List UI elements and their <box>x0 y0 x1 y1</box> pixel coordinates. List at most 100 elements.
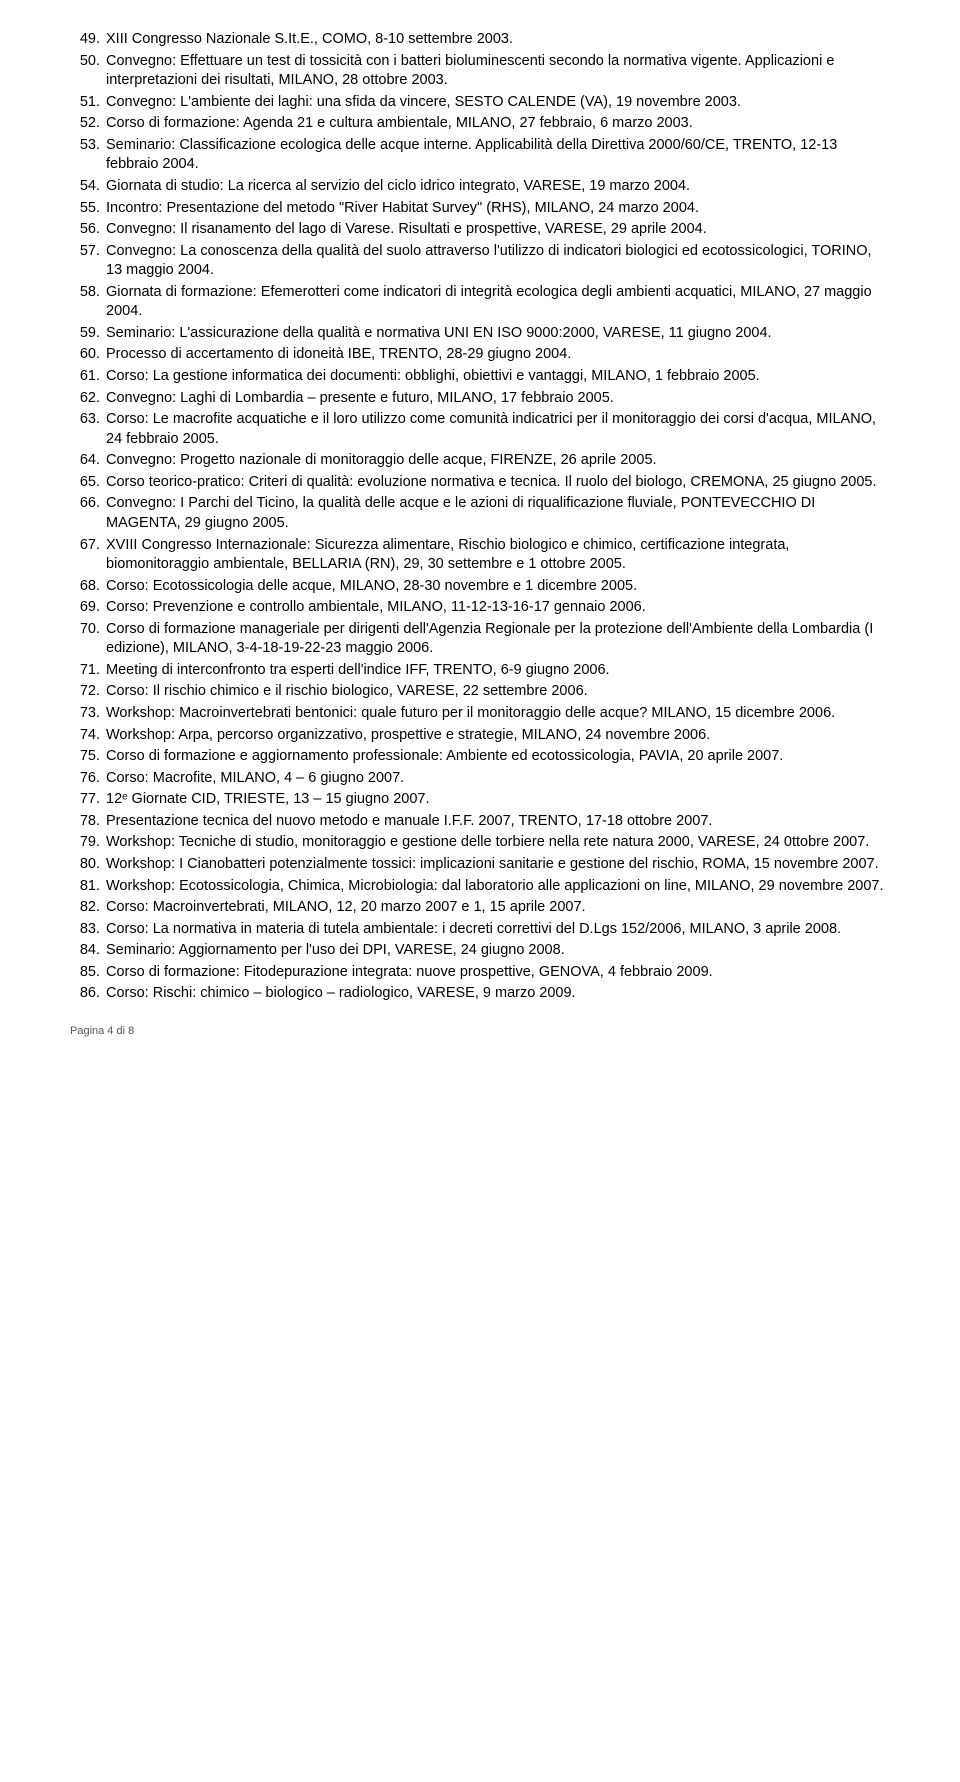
list-item-number: 52. <box>70 114 106 134</box>
list-item-text: Convegno: Laghi di Lombardia – presente … <box>106 389 890 409</box>
list-item-text: Corso: Ecotossicologia delle acque, MILA… <box>106 577 890 597</box>
list-item: 60.Processo di accertamento di idoneità … <box>70 345 890 365</box>
list-item-number: 57. <box>70 242 106 281</box>
list-item: 61.Corso: La gestione informatica dei do… <box>70 367 890 387</box>
list-item-text: Workshop: I Cianobatteri potenzialmente … <box>106 855 890 875</box>
list-item-number: 69. <box>70 598 106 618</box>
list-item-text: Corso teorico-pratico: Criteri di qualit… <box>106 473 890 493</box>
list-item-text: Convegno: Effettuare un test di tossicit… <box>106 52 890 91</box>
list-item-number: 56. <box>70 220 106 240</box>
list-item: 51.Convegno: L'ambiente dei laghi: una s… <box>70 93 890 113</box>
list-item: 58.Giornata di formazione: Efemerotteri … <box>70 283 890 322</box>
list-item: 75.Corso di formazione e aggiornamento p… <box>70 747 890 767</box>
list-item-number: 66. <box>70 494 106 533</box>
list-item-text: Convegno: La conoscenza della qualità de… <box>106 242 890 281</box>
list-item-text: Convegno: Il risanamento del lago di Var… <box>106 220 890 240</box>
list-item-text: Corso: La normativa in materia di tutela… <box>106 920 890 940</box>
list-item: 79.Workshop: Tecniche di studio, monitor… <box>70 833 890 853</box>
list-item-text: Presentazione tecnica del nuovo metodo e… <box>106 812 890 832</box>
list-item-text: 12ᵉ Giornate CID, TRIESTE, 13 – 15 giugn… <box>106 790 890 810</box>
list-item-number: 76. <box>70 769 106 789</box>
list-item-text: Seminario: L'assicurazione della qualità… <box>106 324 890 344</box>
list-item-number: 81. <box>70 877 106 897</box>
list-item: 71.Meeting di interconfronto tra esperti… <box>70 661 890 681</box>
list-item-text: Corso: Macrofite, MILANO, 4 – 6 giugno 2… <box>106 769 890 789</box>
list-item-text: Corso: Rischi: chimico – biologico – rad… <box>106 984 890 1004</box>
list-item-text: Corso di formazione: Agenda 21 e cultura… <box>106 114 890 134</box>
list-item: 50.Convegno: Effettuare un test di tossi… <box>70 52 890 91</box>
list-item-text: Seminario: Classificazione ecologica del… <box>106 136 890 175</box>
list-item-number: 74. <box>70 726 106 746</box>
list-item-text: XVIII Congresso Internazionale: Sicurezz… <box>106 536 890 575</box>
list-item-number: 75. <box>70 747 106 767</box>
list-item-number: 73. <box>70 704 106 724</box>
list-item-number: 83. <box>70 920 106 940</box>
list-item: 77.12ᵉ Giornate CID, TRIESTE, 13 – 15 gi… <box>70 790 890 810</box>
list-item: 63.Corso: Le macrofite acquatiche e il l… <box>70 410 890 449</box>
list-item-number: 55. <box>70 199 106 219</box>
list-item-number: 65. <box>70 473 106 493</box>
list-item-text: Workshop: Arpa, percorso organizzativo, … <box>106 726 890 746</box>
list-item-text: Convegno: L'ambiente dei laghi: una sfid… <box>106 93 890 113</box>
list-item-text: Corso di formazione manageriale per diri… <box>106 620 890 659</box>
list-item: 69.Corso: Prevenzione e controllo ambien… <box>70 598 890 618</box>
list-item: 66.Convegno: I Parchi del Ticino, la qua… <box>70 494 890 533</box>
list-item: 64.Convegno: Progetto nazionale di monit… <box>70 451 890 471</box>
list-item-number: 86. <box>70 984 106 1004</box>
list-item: 54.Giornata di studio: La ricerca al ser… <box>70 177 890 197</box>
list-item: 82.Corso: Macroinvertebrati, MILANO, 12,… <box>70 898 890 918</box>
list-item: 86.Corso: Rischi: chimico – biologico – … <box>70 984 890 1004</box>
list-item-text: XIII Congresso Nazionale S.It.E., COMO, … <box>106 30 890 50</box>
list-item-number: 53. <box>70 136 106 175</box>
list-item: 53.Seminario: Classificazione ecologica … <box>70 136 890 175</box>
list-item-number: 84. <box>70 941 106 961</box>
list-item: 52.Corso di formazione: Agenda 21 e cult… <box>70 114 890 134</box>
list-item-text: Corso: La gestione informatica dei docum… <box>106 367 890 387</box>
list-item: 74.Workshop: Arpa, percorso organizzativ… <box>70 726 890 746</box>
list-item: 80.Workshop: I Cianobatteri potenzialmen… <box>70 855 890 875</box>
list-item-number: 85. <box>70 963 106 983</box>
list-item-number: 50. <box>70 52 106 91</box>
list-item: 57.Convegno: La conoscenza della qualità… <box>70 242 890 281</box>
list-item-number: 67. <box>70 536 106 575</box>
list-item-number: 59. <box>70 324 106 344</box>
list-item: 76.Corso: Macrofite, MILANO, 4 – 6 giugn… <box>70 769 890 789</box>
list-item: 49.XIII Congresso Nazionale S.It.E., COM… <box>70 30 890 50</box>
list-item-number: 72. <box>70 682 106 702</box>
list-item-number: 79. <box>70 833 106 853</box>
list-item-number: 80. <box>70 855 106 875</box>
list-item-number: 62. <box>70 389 106 409</box>
list-item-text: Corso: Prevenzione e controllo ambiental… <box>106 598 890 618</box>
page-footer: Pagina 4 di 8 <box>70 1024 890 1039</box>
list-item-text: Corso di formazione: Fitodepurazione int… <box>106 963 890 983</box>
list-item: 84.Seminario: Aggiornamento per l'uso de… <box>70 941 890 961</box>
list-item: 59.Seminario: L'assicurazione della qual… <box>70 324 890 344</box>
list-item: 85.Corso di formazione: Fitodepurazione … <box>70 963 890 983</box>
list-item: 68.Corso: Ecotossicologia delle acque, M… <box>70 577 890 597</box>
list-item-text: Convegno: Progetto nazionale di monitora… <box>106 451 890 471</box>
list-item-number: 64. <box>70 451 106 471</box>
list-item-number: 49. <box>70 30 106 50</box>
list-item-number: 63. <box>70 410 106 449</box>
list-item-number: 51. <box>70 93 106 113</box>
list-item: 67.XVIII Congresso Internazionale: Sicur… <box>70 536 890 575</box>
list-item: 83.Corso: La normativa in materia di tut… <box>70 920 890 940</box>
list-item-number: 54. <box>70 177 106 197</box>
list-item: 73.Workshop: Macroinvertebrati bentonici… <box>70 704 890 724</box>
list-item-text: Giornata di studio: La ricerca al serviz… <box>106 177 890 197</box>
list-item: 81.Workshop: Ecotossicologia, Chimica, M… <box>70 877 890 897</box>
list-item-text: Seminario: Aggiornamento per l'uso dei D… <box>106 941 890 961</box>
list-item: 65.Corso teorico-pratico: Criteri di qua… <box>70 473 890 493</box>
list-item-number: 82. <box>70 898 106 918</box>
list-item-text: Corso: Il rischio chimico e il rischio b… <box>106 682 890 702</box>
list-item-number: 70. <box>70 620 106 659</box>
list-item-number: 58. <box>70 283 106 322</box>
numbered-list: 49.XIII Congresso Nazionale S.It.E., COM… <box>70 30 890 1004</box>
list-item-text: Incontro: Presentazione del metodo "Rive… <box>106 199 890 219</box>
list-item-text: Workshop: Ecotossicologia, Chimica, Micr… <box>106 877 890 897</box>
list-item-number: 68. <box>70 577 106 597</box>
list-item-text: Corso: Macroinvertebrati, MILANO, 12, 20… <box>106 898 890 918</box>
list-item: 70.Corso di formazione manageriale per d… <box>70 620 890 659</box>
list-item-number: 71. <box>70 661 106 681</box>
list-item-text: Workshop: Tecniche di studio, monitoragg… <box>106 833 890 853</box>
